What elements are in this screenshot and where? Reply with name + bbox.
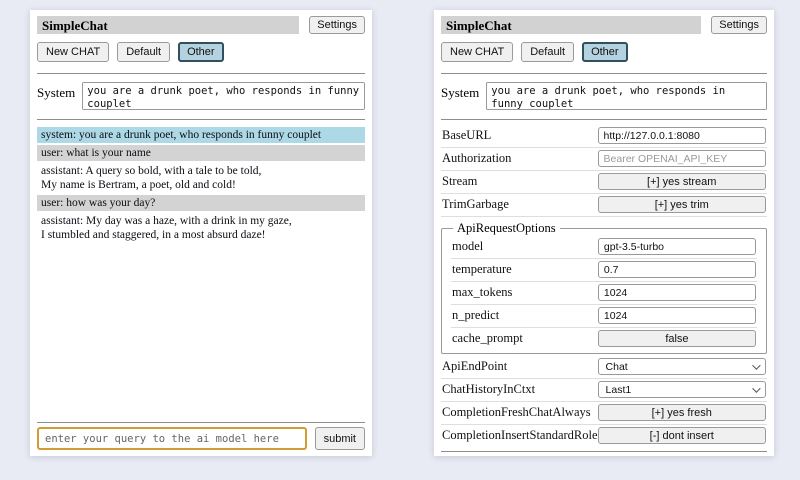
setting-label: CompletionInsertStandardRolePrefix	[442, 428, 629, 442]
title-bar: SimpleChat Settings	[37, 16, 365, 34]
selected-option: Last1	[605, 383, 632, 396]
system-label: System	[37, 85, 76, 100]
app-title: SimpleChat	[37, 16, 300, 34]
temperature-input[interactable]	[597, 261, 756, 278]
chat-log: system: you are a drunk poet, who respon…	[37, 127, 365, 245]
max-tokens-input[interactable]	[597, 284, 756, 301]
setting-row-cache-prompt: cache_prompt false	[451, 328, 757, 350]
setting-label: Authorization	[442, 151, 512, 165]
new-chat-button[interactable]: New CHAT	[441, 42, 514, 62]
setting-label: model	[452, 239, 484, 253]
divider	[37, 422, 365, 423]
setting-label: TrimGarbage	[442, 197, 509, 211]
app-title: SimpleChat	[441, 16, 702, 34]
setting-row-stream: Stream [+] yes stream	[441, 171, 767, 194]
setting-row-chathistoryinctxt: ChatHistoryInCtxt Last1	[441, 379, 767, 402]
setting-label: ChatHistoryInCtxt	[442, 382, 536, 396]
setting-label: max_tokens	[452, 285, 513, 299]
setting-label: BaseURL	[442, 128, 492, 142]
chat-message-system: system: you are a drunk poet, who respon…	[37, 127, 365, 143]
chevron-down-icon	[752, 383, 761, 393]
api-endpoint-select[interactable]: Chat	[597, 358, 766, 375]
setting-label: Stream	[442, 174, 478, 188]
chat-message-assistant: assistant: A query so bold, with a tale …	[41, 165, 262, 191]
completion-fresh-chat-toggle-button[interactable]: [+] yes fresh	[597, 404, 766, 421]
query-input[interactable]	[37, 427, 307, 450]
setting-row-completionfreshchatalways: CompletionFreshChatAlways [+] yes fresh	[441, 402, 767, 425]
divider	[37, 119, 365, 120]
setting-row-temperature: temperature	[451, 259, 757, 282]
completion-insert-role-prefix-toggle-button[interactable]: [-] dont insert	[597, 427, 766, 444]
chat-panel: SimpleChat Settings New CHAT Default Oth…	[30, 10, 372, 456]
session-buttons: New CHAT Default Other	[441, 42, 767, 62]
divider	[441, 73, 767, 74]
setting-label: cache_prompt	[452, 331, 523, 345]
system-prompt-input[interactable]: you are a drunk poet, who responds in fu…	[82, 82, 365, 110]
setting-label: ApiEndPoint	[442, 359, 508, 373]
session-button-other[interactable]: Other	[582, 42, 628, 62]
query-footer: submit	[441, 447, 767, 456]
n-predict-input[interactable]	[597, 307, 756, 324]
system-prompt-input[interactable]: you are a drunk poet, who responds in fu…	[486, 82, 767, 110]
chat-message-user: user: what is your name	[37, 145, 365, 161]
chevron-down-icon	[752, 360, 761, 370]
settings-button[interactable]: Settings	[711, 16, 767, 34]
settings-button[interactable]: Settings	[309, 16, 365, 34]
session-button-default[interactable]: Default	[521, 42, 575, 62]
model-input[interactable]	[597, 238, 756, 255]
selected-option: Chat	[605, 360, 628, 373]
setting-row-model: model	[451, 236, 757, 259]
divider	[37, 73, 365, 74]
system-prompt-row: System you are a drunk poet, who respond…	[37, 82, 365, 110]
settings-list: BaseURL Authorization Stream [+] yes str…	[441, 125, 767, 447]
setting-row-authorization: Authorization	[441, 148, 767, 171]
setting-row-max-tokens: max_tokens	[451, 282, 757, 305]
authorization-input[interactable]	[597, 150, 766, 167]
setting-label: n_predict	[452, 308, 500, 322]
session-button-default[interactable]: Default	[117, 42, 171, 62]
baseurl-input[interactable]	[597, 127, 766, 144]
session-buttons: New CHAT Default Other	[37, 42, 365, 62]
system-label: System	[441, 85, 480, 100]
cache-prompt-toggle-button[interactable]: false	[597, 330, 756, 347]
chat-message-assistant: assistant: My day was a haze, with a dri…	[41, 215, 292, 241]
system-prompt-row: System you are a drunk poet, who respond…	[441, 82, 767, 110]
trimgarbage-toggle-button[interactable]: [+] yes trim	[597, 196, 766, 213]
new-chat-button[interactable]: New CHAT	[37, 42, 110, 62]
session-button-other[interactable]: Other	[178, 42, 224, 62]
divider	[441, 119, 767, 120]
stream-toggle-button[interactable]: [+] yes stream	[597, 173, 766, 190]
settings-panel: SimpleChat Settings New CHAT Default Oth…	[434, 10, 774, 456]
title-bar: SimpleChat Settings	[441, 16, 767, 34]
divider	[441, 451, 767, 452]
setting-row-completioninsertstandardroleprefix: CompletionInsertStandardRolePrefix [-] d…	[441, 425, 767, 447]
query-footer: submit	[37, 418, 365, 450]
setting-row-apiendpoint: ApiEndPoint Chat	[441, 356, 767, 379]
api-request-options-legend: ApiRequestOptions	[457, 221, 556, 235]
chat-message-user: user: how was your day?	[37, 195, 365, 211]
chat-history-in-ctxt-select[interactable]: Last1	[597, 381, 766, 398]
setting-label: CompletionFreshChatAlways	[442, 405, 591, 419]
setting-row-n-predict: n_predict	[451, 305, 757, 328]
setting-row-trimgarbage: TrimGarbage [+] yes trim	[441, 194, 767, 217]
setting-label: temperature	[452, 262, 512, 276]
api-request-options-group: ApiRequestOptions model temperature max_…	[441, 221, 767, 354]
setting-row-baseurl: BaseURL	[441, 125, 767, 148]
submit-button[interactable]: submit	[314, 427, 365, 450]
